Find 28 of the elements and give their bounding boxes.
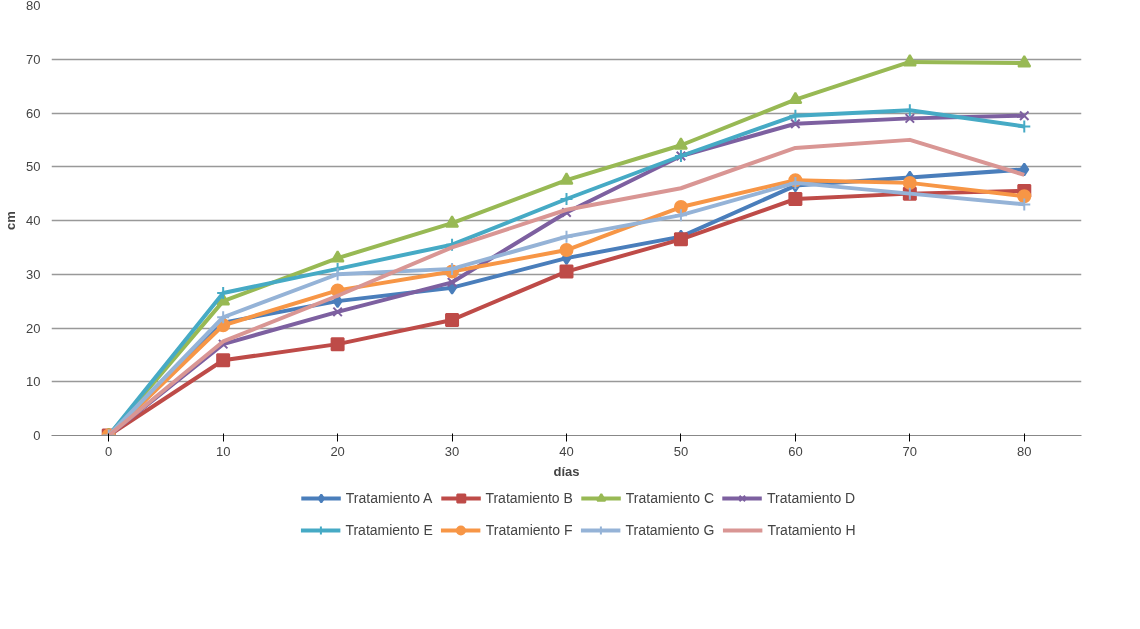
- x-tick-label: 20: [330, 443, 345, 459]
- x-tick-label: 80: [1017, 443, 1032, 459]
- x-tick-label: 0: [105, 443, 113, 459]
- y-axis-title: cm: [3, 211, 19, 230]
- legend-label: Tratamiento F: [485, 522, 573, 538]
- legend-label: Tratamiento D: [767, 490, 856, 506]
- x-tick-label: 10: [215, 443, 231, 459]
- y-tick-label: 30: [26, 266, 41, 282]
- x-tick-label: 40: [559, 443, 574, 459]
- y-tick-label: 50: [26, 159, 41, 175]
- x-tick-label: 70: [902, 443, 918, 459]
- x-tick-label: 60: [788, 443, 803, 459]
- y-tick-label: 60: [26, 105, 41, 121]
- y-tick-label: 40: [26, 213, 41, 228]
- y-tick-label: 0: [33, 428, 41, 443]
- x-axis-title: días: [553, 463, 580, 479]
- legend-label: Tratamiento G: [625, 522, 715, 538]
- legend-label: Tratamiento A: [345, 490, 433, 506]
- legend-label: Tratamiento E: [345, 522, 433, 538]
- x-tick-label: 30: [444, 443, 460, 459]
- legend-label: Tratamiento C: [625, 490, 715, 506]
- y-tick-label: 10: [26, 374, 41, 390]
- y-tick-label: 20: [26, 320, 41, 336]
- legend-label: Tratamiento H: [767, 522, 856, 538]
- x-tick-label: 50: [673, 443, 689, 459]
- legend-label: Tratamiento B: [485, 490, 573, 506]
- y-tick-label: 80: [26, 0, 41, 13]
- y-tick-label: 70: [26, 51, 41, 67]
